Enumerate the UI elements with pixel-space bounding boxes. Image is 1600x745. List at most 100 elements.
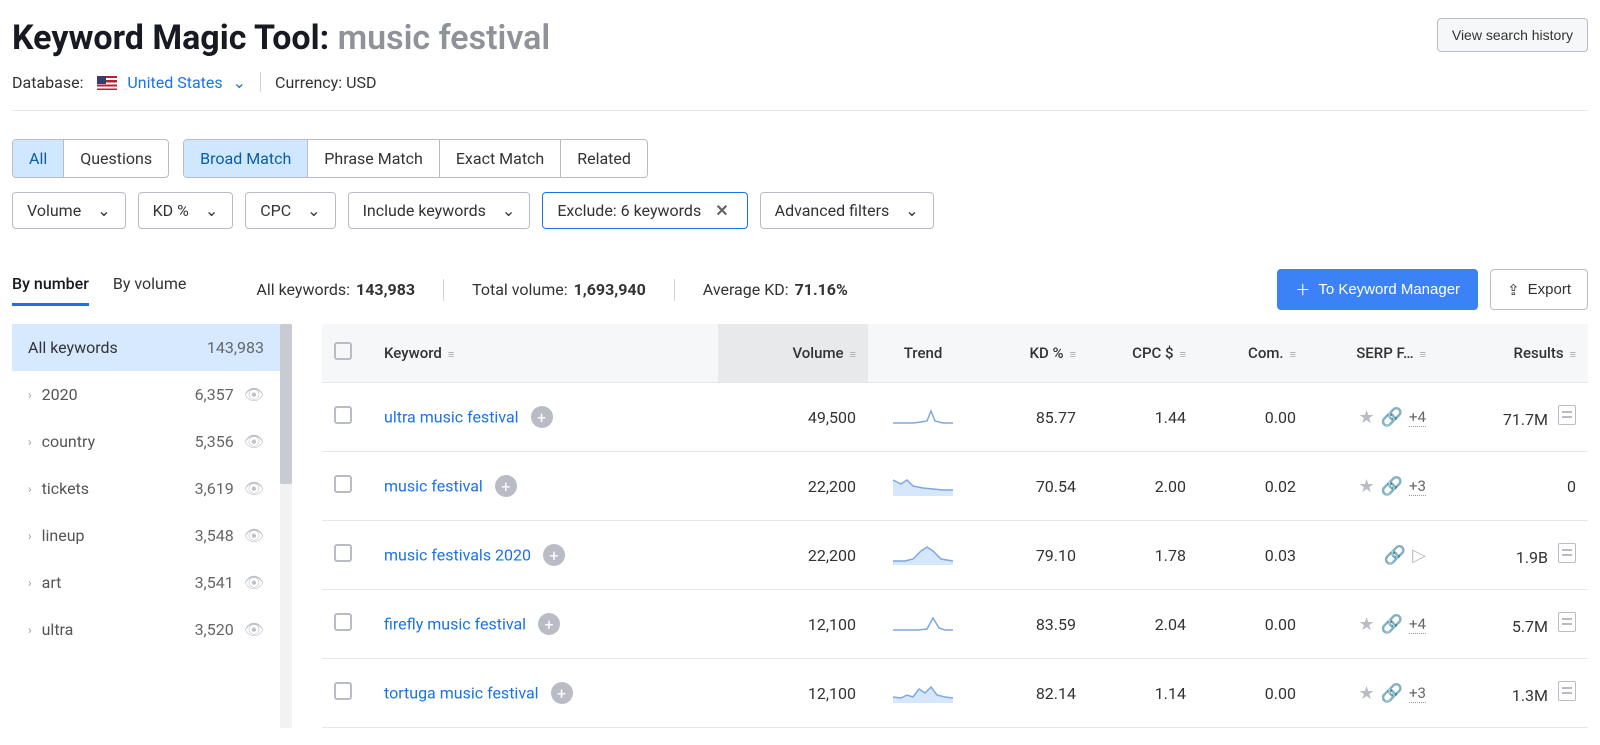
cpc-cell: 2.00 <box>1088 452 1198 521</box>
col-volume[interactable]: Volume≡ <box>718 324 868 383</box>
sidebar-item-country[interactable]: › country5,356 👁 <box>12 418 280 465</box>
keyword-link[interactable]: firefly music festival <box>384 615 526 634</box>
trend-cell <box>868 521 978 590</box>
eye-icon[interactable]: 👁 <box>244 385 264 404</box>
sidebar-item-name: country <box>42 432 195 451</box>
currency-label: Currency: USD <box>275 73 376 92</box>
filter-advanced[interactable]: Advanced filters⌄ <box>760 192 934 229</box>
col-serp[interactable]: SERP F…≡ <box>1308 324 1438 383</box>
divider <box>443 279 444 301</box>
segment-questions[interactable]: Questions <box>64 140 168 177</box>
keyword-link[interactable]: ultra music festival <box>384 408 519 427</box>
chevron-right-icon: › <box>28 623 32 637</box>
cpc-cell: 1.78 <box>1088 521 1198 590</box>
eye-icon[interactable]: 👁 <box>244 573 264 592</box>
filter-cpc[interactable]: CPC⌄ <box>245 192 335 229</box>
volume-cell: 49,500 <box>718 383 868 452</box>
col-keyword[interactable]: Keyword≡ <box>372 324 718 383</box>
add-keyword-button[interactable]: + <box>531 406 553 428</box>
sort-icon: ≡ <box>448 348 454 361</box>
filter-exclude[interactable]: Exclude: 6 keywords✕ <box>542 192 747 229</box>
to-keyword-manager-button[interactable]: ＋To Keyword Manager <box>1277 269 1478 310</box>
segment-exact-match[interactable]: Exact Match <box>440 140 561 177</box>
volume-cell: 12,100 <box>718 659 868 728</box>
com-cell: 0.00 <box>1198 383 1308 452</box>
summary-avg-label: Average KD: <box>703 280 789 299</box>
add-keyword-button[interactable]: + <box>543 544 565 566</box>
document-icon[interactable] <box>1558 543 1576 563</box>
export-button[interactable]: ⇪Export <box>1490 269 1588 310</box>
scrollbar[interactable] <box>280 324 292 728</box>
chevron-right-icon: › <box>28 388 32 402</box>
row-checkbox[interactable] <box>334 544 352 562</box>
plus-icon: ＋ <box>1295 279 1310 300</box>
segment-related[interactable]: Related <box>561 140 647 177</box>
segment-all[interactable]: All <box>13 140 64 177</box>
keyword-link[interactable]: music festivals 2020 <box>384 546 531 565</box>
database-selector[interactable]: United States ⌄ <box>97 73 246 92</box>
filter-include[interactable]: Include keywords⌄ <box>348 192 531 229</box>
document-icon[interactable] <box>1558 612 1576 632</box>
document-icon[interactable] <box>1558 405 1576 425</box>
filter-volume[interactable]: Volume⌄ <box>12 192 126 229</box>
title-query: music festival <box>338 18 551 58</box>
add-keyword-button[interactable]: + <box>551 682 573 704</box>
results-value: 0 <box>1567 477 1576 496</box>
sidebar-all-keywords[interactable]: All keywords 143,983 <box>12 324 280 371</box>
filter-kd[interactable]: KD %⌄ <box>138 192 234 229</box>
trend-cell <box>868 659 978 728</box>
sidebar-item-tickets[interactable]: ›tickets3,619👁 <box>12 465 280 512</box>
view-history-button[interactable]: View search history <box>1437 18 1588 52</box>
com-cell: 0.03 <box>1198 521 1308 590</box>
sidebar-item-art[interactable]: ›art3,541👁 <box>12 559 280 606</box>
row-checkbox[interactable] <box>334 613 352 631</box>
segment-group-type: AllQuestions <box>12 139 169 178</box>
serp-more[interactable]: +3 <box>1409 477 1426 496</box>
segment-phrase-match[interactable]: Phrase Match <box>308 140 440 177</box>
segment-group-match: Broad MatchPhrase MatchExact MatchRelate… <box>183 139 648 178</box>
add-keyword-button[interactable]: + <box>538 613 560 635</box>
play-icon: ▷ <box>1412 545 1426 566</box>
sidebar-item-count: 5,356 <box>195 432 234 451</box>
chevron-down-icon: ⌄ <box>905 201 918 220</box>
col-results[interactable]: Results≡ <box>1438 324 1588 383</box>
table-row: music festival+22,20070.542.000.02★🔗+30 <box>322 452 1588 521</box>
col-kd[interactable]: KD %≡ <box>978 324 1088 383</box>
eye-icon[interactable]: 👁 <box>244 479 264 498</box>
com-cell: 0.00 <box>1198 590 1308 659</box>
serp-more[interactable]: +4 <box>1409 615 1426 634</box>
keyword-link[interactable]: tortuga music festival <box>384 684 539 703</box>
serp-cell: ★🔗+3 <box>1308 659 1438 728</box>
close-icon[interactable]: ✕ <box>711 201 732 220</box>
document-icon[interactable] <box>1558 681 1576 701</box>
col-trend[interactable]: Trend <box>868 324 978 383</box>
row-checkbox[interactable] <box>334 475 352 493</box>
sidebar-item-2020[interactable]: ›20206,357👁 <box>12 371 280 418</box>
serp-more[interactable]: +4 <box>1409 408 1426 427</box>
table-row: music festivals 2020+22,20079.101.780.03… <box>322 521 1588 590</box>
select-all-checkbox[interactable] <box>334 342 352 360</box>
serp-cell: ★🔗+4 <box>1308 383 1438 452</box>
segment-broad-match[interactable]: Broad Match <box>184 140 308 177</box>
add-keyword-button[interactable]: + <box>495 475 517 497</box>
row-checkbox[interactable] <box>334 682 352 700</box>
cpc-cell: 1.14 <box>1088 659 1198 728</box>
kd-cell: 79.10 <box>978 521 1088 590</box>
sidebar-item-ultra[interactable]: ›ultra3,520👁 <box>12 606 280 653</box>
sidebar-item-lineup[interactable]: ›lineup3,548👁 <box>12 512 280 559</box>
eye-icon[interactable]: 👁 <box>244 526 264 545</box>
upload-icon: ⇪ <box>1507 281 1520 299</box>
eye-icon[interactable]: 👁 <box>244 432 264 451</box>
keyword-link[interactable]: music festival <box>384 477 483 496</box>
tab-by-volume[interactable]: By volume <box>113 274 187 306</box>
tab-by-number[interactable]: By number <box>12 274 89 306</box>
row-checkbox[interactable] <box>334 406 352 424</box>
volume-cell: 22,200 <box>718 452 868 521</box>
chevron-right-icon: › <box>28 435 32 449</box>
sort-icon: ≡ <box>1070 348 1076 361</box>
summary-all-label: All keywords: <box>256 280 350 299</box>
serp-more[interactable]: +3 <box>1409 684 1426 703</box>
col-com[interactable]: Com.≡ <box>1198 324 1308 383</box>
eye-icon[interactable]: 👁 <box>244 620 264 639</box>
col-cpc[interactable]: CPC $≡ <box>1088 324 1198 383</box>
